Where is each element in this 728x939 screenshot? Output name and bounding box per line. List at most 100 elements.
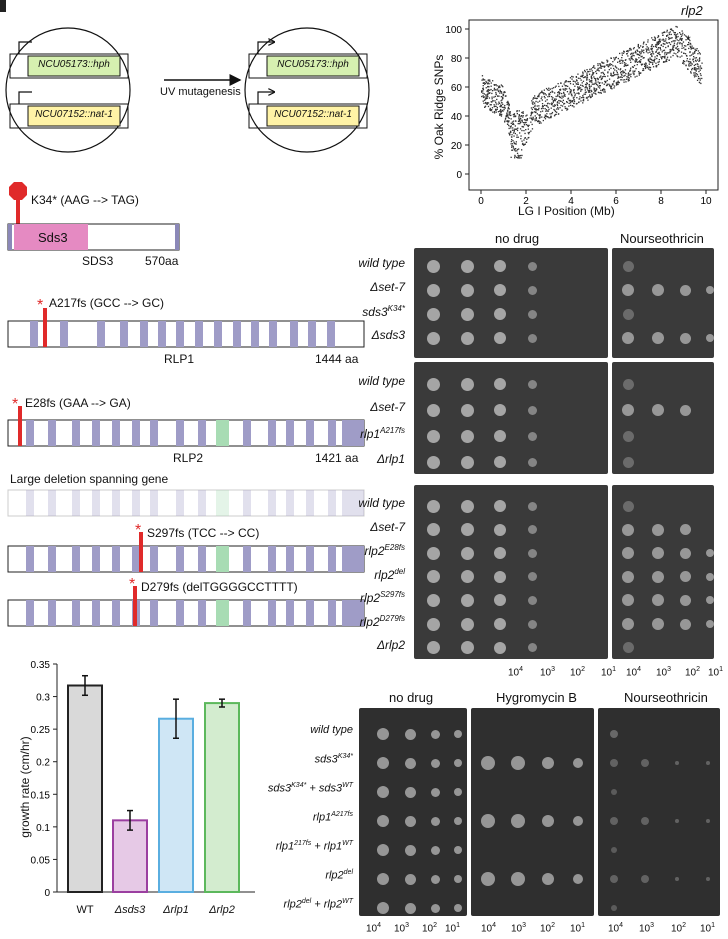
colony-spot [610, 875, 618, 883]
strain-label: Δrlp1 [305, 452, 405, 466]
snp-point [510, 136, 513, 138]
colony-spot [706, 877, 710, 881]
snp-point [586, 83, 588, 85]
snp-point [666, 31, 668, 33]
snp-point [517, 120, 520, 123]
repeat-block [176, 600, 184, 626]
snp-point [676, 43, 678, 45]
snp-point [485, 95, 487, 97]
snp-point [641, 55, 643, 57]
snp-point [591, 74, 593, 76]
snp-point [524, 143, 526, 145]
snp-point [489, 89, 491, 91]
snp-point [585, 84, 587, 86]
snp-point [662, 61, 665, 63]
colony-spot [460, 570, 474, 584]
snp-point [536, 105, 538, 107]
snp-point [621, 76, 623, 79]
colony-spot [454, 817, 462, 825]
snp-point [687, 60, 690, 63]
snp-point [681, 39, 683, 41]
snp-point [527, 137, 529, 139]
snp-point [680, 38, 683, 40]
spot-header-nodrug: no drug [495, 231, 540, 246]
snp-point [616, 81, 618, 83]
repeat-block [328, 546, 336, 572]
spot-header-nat: Nourseothricin [620, 231, 704, 246]
snp-point [691, 69, 693, 71]
snp-point [669, 48, 671, 51]
strain-label: rlp2del [305, 567, 405, 582]
snp-point [506, 112, 508, 114]
strain-label: wild type [245, 724, 353, 736]
strain-label: rlp1A217fs [245, 811, 353, 824]
snp-point [640, 52, 642, 55]
snp-point [699, 77, 701, 80]
colony-spot [460, 429, 474, 443]
snp-point [502, 86, 504, 88]
snp-point [676, 26, 678, 28]
snp-point [607, 71, 609, 73]
snp-point [693, 68, 695, 70]
snp-point [586, 69, 588, 71]
snp-point [508, 104, 510, 106]
dilution-exponent: 4 [619, 922, 624, 929]
snp-point [535, 100, 537, 103]
snp-point [665, 60, 667, 62]
allele-superscript: del [301, 898, 312, 905]
snp-point [508, 113, 510, 115]
snp-point [628, 58, 630, 60]
snp-point [495, 93, 497, 95]
snp-point [599, 82, 601, 84]
colony-spot [622, 618, 634, 630]
dilution-base: 10 [656, 667, 668, 679]
colony-spot [527, 333, 537, 343]
snp-point [671, 29, 673, 31]
snp-point [694, 72, 696, 74]
snp-point [673, 44, 676, 47]
snp-point [485, 97, 487, 99]
snp-point [643, 63, 646, 65]
snp-point [612, 61, 614, 63]
snp-point [588, 90, 590, 92]
s297-mut-line [139, 532, 143, 572]
snp-point [664, 55, 666, 57]
snp-point [686, 55, 688, 57]
snp-point [531, 112, 533, 114]
axes: 00.050.10.150.20.250.30.35 [31, 660, 255, 899]
colony-spot [611, 847, 617, 853]
snp-point [617, 82, 619, 84]
snp-point [639, 60, 641, 63]
snp-point [610, 67, 612, 69]
colony-spot [511, 756, 525, 770]
y-tick-label: 60 [451, 83, 463, 94]
snp-point [538, 105, 540, 107]
colony-spot [454, 846, 462, 854]
snp-point [553, 115, 556, 117]
snp-point [554, 114, 556, 116]
snp-point [547, 106, 549, 108]
snp-point [694, 48, 696, 50]
repeat-block [30, 321, 38, 347]
snp-point [671, 41, 673, 43]
snp-point [607, 66, 610, 68]
dilution-base: 10 [608, 923, 620, 935]
snp-point [515, 143, 517, 145]
snp-point [499, 86, 501, 88]
snp-point [540, 111, 542, 113]
snp-point [648, 49, 650, 51]
colony-spot [511, 872, 525, 886]
snp-point [561, 105, 564, 107]
snp-point [534, 106, 536, 108]
strain-label: Δrlp2 [305, 638, 405, 652]
snp-point [621, 54, 623, 56]
snp-point [531, 118, 533, 120]
y-tick-label: 40 [451, 112, 463, 123]
snp-point [599, 87, 601, 89]
snp-point [689, 42, 691, 45]
snp-point [628, 49, 630, 52]
snp-point [544, 114, 546, 116]
snp-point [494, 109, 497, 111]
y-tick-label: 100 [445, 25, 462, 36]
snp-point [499, 89, 501, 91]
